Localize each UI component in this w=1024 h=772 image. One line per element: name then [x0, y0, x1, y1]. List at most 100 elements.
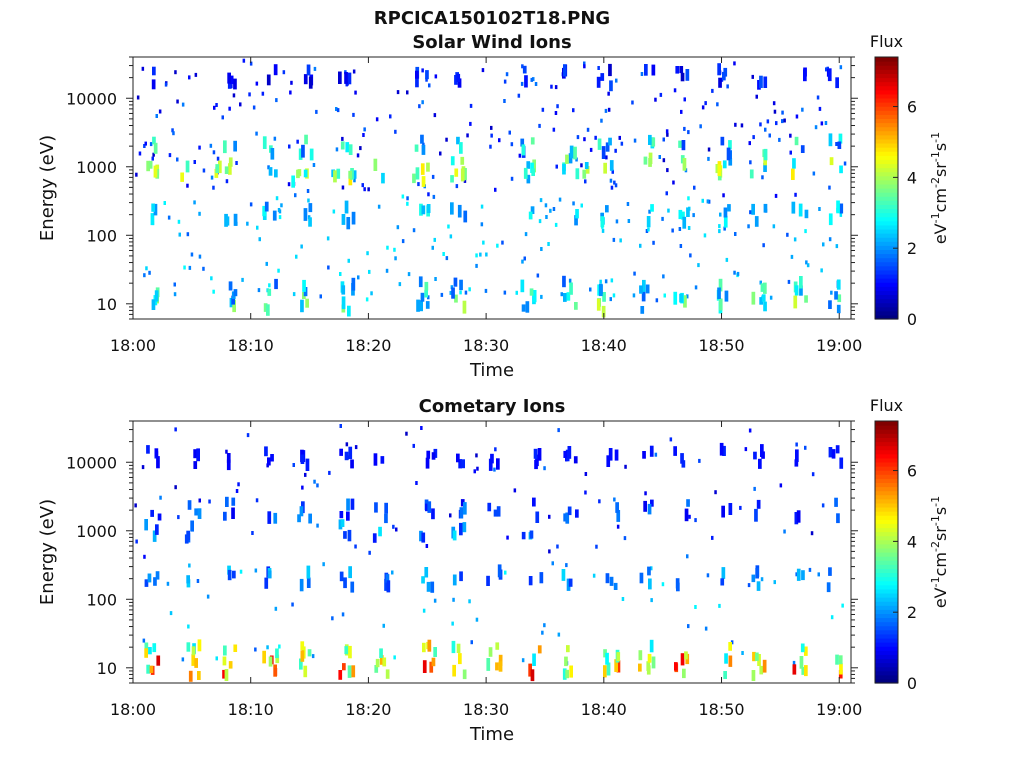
flux-cell: [406, 201, 409, 206]
flux-cell: [508, 130, 511, 135]
flux-cell: [537, 645, 542, 654]
flux-cell: [569, 665, 573, 678]
flux-cell: [722, 71, 726, 81]
flux-cell: [811, 472, 815, 477]
flux-cell: [338, 670, 343, 680]
flux-cell: [839, 65, 843, 70]
flux-cell: [837, 141, 842, 149]
flux-cell: [308, 217, 312, 227]
flux-cell: [237, 482, 240, 487]
flux-cell: [530, 669, 535, 682]
flux-cell: [822, 242, 825, 247]
flux-cell: [268, 167, 273, 176]
flux-cell: [748, 428, 752, 433]
flux-cell: [609, 178, 613, 183]
flux-cell: [586, 127, 590, 132]
flux-cell: [177, 219, 181, 224]
flux-cell: [666, 132, 669, 137]
flux-cell: [442, 252, 445, 256]
flux-cell: [760, 283, 765, 292]
colorbar-swatch: [875, 253, 898, 259]
flux-cell: [350, 498, 355, 510]
flux-cell: [541, 630, 544, 635]
colorbar-swatch: [875, 605, 898, 610]
colorbar-swatch: [875, 597, 898, 602]
flux-cell: [804, 209, 809, 219]
flux-cell: [347, 529, 352, 542]
flux-cell: [421, 176, 426, 187]
flux-cell: [356, 153, 360, 158]
flux-cell: [497, 564, 502, 578]
flux-cell: [518, 153, 522, 158]
flux-cell: [663, 293, 666, 298]
flux-cell: [530, 77, 533, 82]
flux-cell: [306, 189, 310, 193]
flux-cell: [522, 65, 527, 74]
flux-cell: [331, 616, 334, 621]
flux-cell: [351, 211, 356, 225]
flux-cell: [835, 77, 839, 89]
flux-cell: [463, 168, 467, 181]
flux-cell: [582, 169, 587, 179]
flux-cell: [489, 144, 492, 149]
flux-cell: [303, 208, 308, 221]
flux-cell: [769, 295, 773, 300]
flux-cell: [551, 561, 554, 566]
flux-cell: [262, 136, 267, 149]
flux-cell: [651, 656, 656, 669]
colorbar-swatch: [875, 617, 898, 623]
colorbar-swatch: [875, 543, 898, 549]
flux-cell: [433, 598, 437, 603]
flux-cell: [568, 278, 572, 283]
flux-cell: [458, 459, 462, 469]
flux-cell: [538, 219, 542, 224]
flux-cell: [273, 668, 278, 676]
flux-cell: [304, 472, 307, 477]
flux-cell: [468, 287, 471, 292]
flux-cell: [775, 121, 778, 126]
flux-cell: [214, 168, 219, 178]
flux-cell: [352, 170, 357, 179]
colorbar-swatch: [875, 568, 898, 574]
flux-cell: [506, 535, 509, 540]
flux-cell: [141, 66, 145, 71]
flux-cell: [372, 533, 377, 543]
flux-cell: [720, 77, 724, 82]
flux-cell: [540, 247, 543, 251]
flux-cell: [806, 263, 810, 268]
colorbar-swatch: [875, 531, 898, 537]
flux-cell: [206, 594, 210, 599]
flux-cell: [341, 214, 346, 225]
flux-cell: [345, 142, 350, 153]
flux-cell: [757, 80, 761, 90]
flux-cell: [202, 266, 205, 271]
flux-cell: [763, 162, 767, 172]
flux-cell: [367, 187, 370, 192]
flux-cell: [796, 510, 801, 523]
flux-cell: [167, 215, 171, 220]
flux-cell: [392, 524, 395, 529]
flux-cell: [707, 199, 711, 204]
flux-cell: [839, 212, 843, 217]
flux-cell: [669, 437, 673, 442]
flux-cell: [181, 657, 185, 662]
flux-cell: [188, 670, 193, 682]
flux-cell: [232, 570, 236, 579]
flux-cell: [144, 579, 149, 587]
flux-cell: [415, 70, 419, 79]
flux-cell: [151, 299, 156, 310]
flux-cell: [683, 126, 686, 131]
flux-cell: [503, 79, 507, 84]
flux-cell: [754, 508, 758, 522]
flux-cell: [503, 99, 506, 103]
flux-cell: [368, 550, 371, 555]
flux-cell: [475, 263, 478, 268]
flux-cell: [719, 442, 724, 456]
flux-cell: [703, 233, 707, 238]
flux-cell: [457, 204, 462, 218]
flux-cell: [556, 544, 559, 549]
flux-cell: [543, 623, 546, 628]
flux-cell: [575, 157, 578, 162]
x-tick-label: 18:00: [110, 700, 156, 719]
flux-cell: [794, 136, 799, 146]
